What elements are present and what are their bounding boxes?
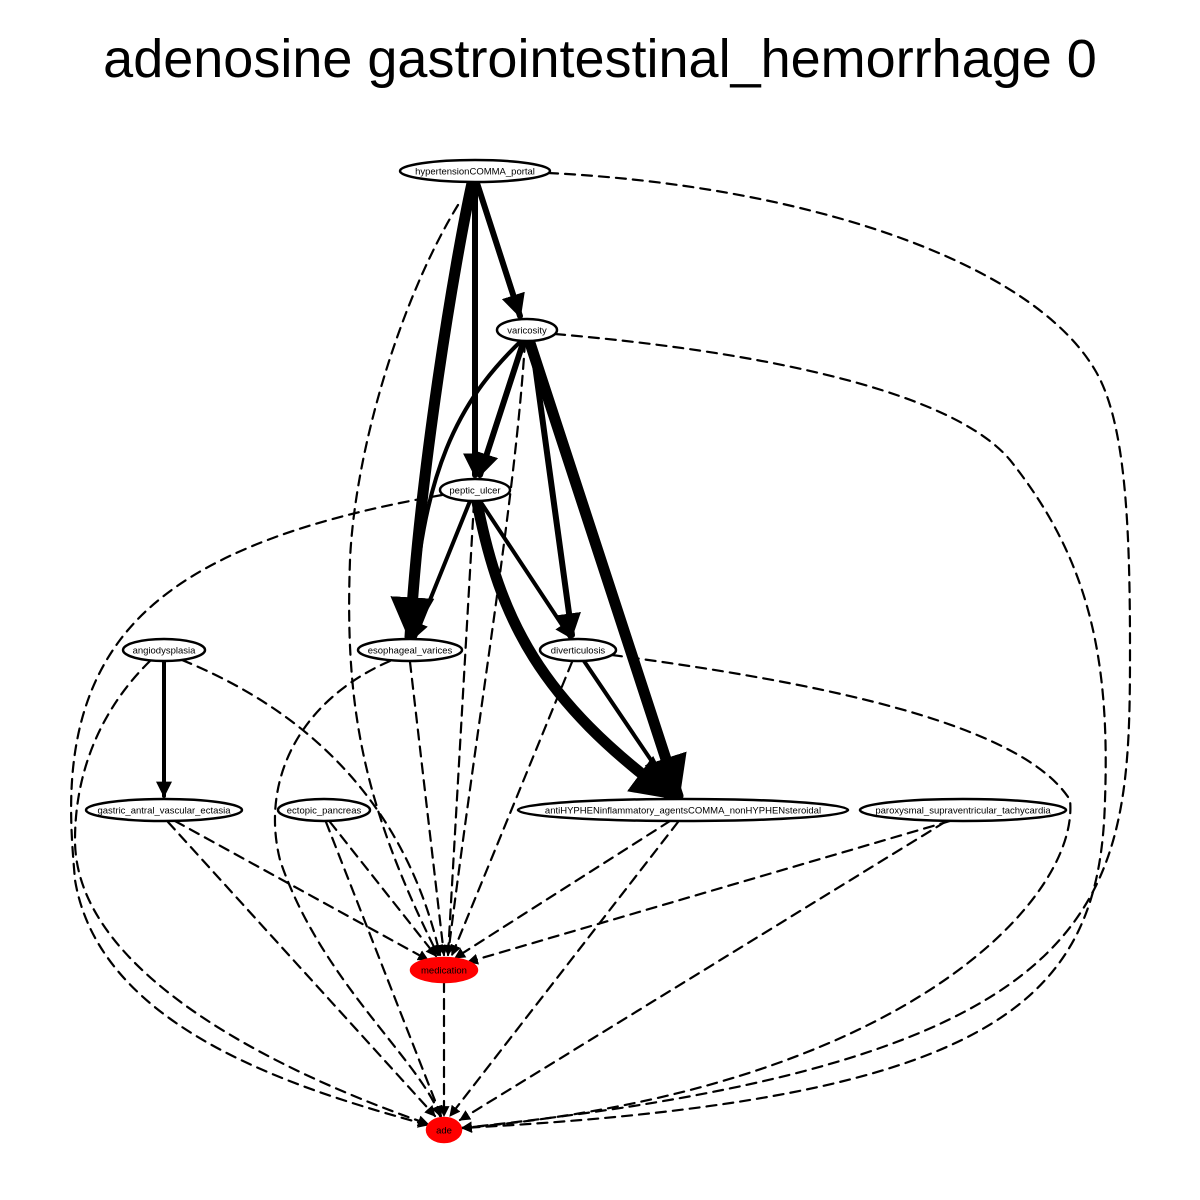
node-shape <box>398 158 552 184</box>
edge-varicosity-to-ade <box>460 332 1107 1133</box>
edge-diverticulosis-to-ade <box>460 653 1072 1133</box>
node-shape <box>858 797 1068 823</box>
edge-gave-to-ade <box>166 820 437 1118</box>
node-nsaid: antiHYPHENinflammatory_agentsCOMMA_nonHY… <box>516 797 850 823</box>
edge-hypertension-to-medication <box>348 203 460 957</box>
edge-varicosity-to-medication <box>443 340 527 957</box>
node-label: ectopic_pancreas <box>287 806 362 817</box>
graph-title: adenosine gastrointestinal_hemorrhage 0 <box>103 29 1097 89</box>
node-label: diverticulosis <box>551 646 606 657</box>
edge-gave-to-medication <box>173 819 430 962</box>
edge-varicosity-to-diverticulosis <box>529 340 581 638</box>
node-angiodysplasia: angiodysplasia <box>121 637 207 663</box>
edge-peptic_ulcer-to-nsaid <box>471 496 678 803</box>
edge-hypertension-to-varicosity <box>474 180 525 319</box>
edge-peptic_ulcer-to-medication <box>443 500 476 957</box>
node-shape <box>438 477 512 503</box>
node-shape <box>516 797 850 823</box>
edge-peptic_ulcer-to-ade <box>70 493 444 1128</box>
edge-psvt-to-medication <box>466 819 952 965</box>
edge-esophageal_varices-to-ade <box>273 659 442 1118</box>
edge-esophageal_varices-to-medication <box>408 660 449 957</box>
node-shape <box>276 797 372 823</box>
node-label: angiodysplasia <box>133 646 197 657</box>
node-shape <box>356 637 464 663</box>
edge-diverticulosis-to-nsaid <box>582 659 678 799</box>
node-label: varicosity <box>507 326 547 337</box>
node-shape <box>425 1116 463 1144</box>
node-layer: hypertensionCOMMA_portal varicosity peptic… <box>84 158 1068 1144</box>
edge-angiodysplasia-to-ade <box>73 659 430 1126</box>
edge-varicosity-to-esophageal_varices <box>404 340 522 639</box>
edge-psvt-to-ade <box>458 820 947 1122</box>
node-esophageal-varices: esophageal_varices <box>356 637 464 663</box>
edge-varicosity-to-peptic_ulcer <box>475 340 526 478</box>
edge-angiodysplasia-to-medication <box>180 658 444 957</box>
edge-varicosity-to-nsaid <box>524 337 687 802</box>
node-label: gastric_antral_vascular_ectasia <box>97 806 231 817</box>
node-shape <box>409 956 479 984</box>
node-peptic-ulcer: peptic_ulcer <box>438 477 512 503</box>
node-label: ade <box>436 1126 452 1137</box>
node-shape <box>495 317 559 343</box>
node-label: antiHYPHENinflammatory_agentsCOMMA_nonHY… <box>545 806 821 817</box>
node-hypertension: hypertensionCOMMA_portal <box>398 158 552 184</box>
edge-nsaid-to-medication <box>453 819 672 960</box>
node-diverticulosis: diverticulosis <box>538 637 618 663</box>
node-label: hypertensionCOMMA_portal <box>415 167 535 178</box>
node-label: medication <box>421 966 467 977</box>
edge-layer <box>70 171 1132 1133</box>
node-label: paroxysmal_supraventricular_tachycardia <box>875 806 1051 817</box>
edge-hypertension-to-ade <box>460 171 1132 1133</box>
node-shape <box>538 637 618 663</box>
edge-peptic_ulcer-to-esophageal_varices <box>412 499 472 639</box>
edge-nsaid-to-ade <box>448 820 680 1118</box>
edge-ectopic_pancreas-to-medication <box>328 820 438 958</box>
edge-diverticulosis-to-medication <box>450 660 574 957</box>
edge-hypertension-to-esophageal_varices <box>390 177 478 643</box>
node-gave: gastric_antral_vascular_ectasia <box>84 797 244 823</box>
node-label: peptic_ulcer <box>449 486 500 497</box>
edge-peptic_ulcer-to-diverticulosis <box>478 499 572 639</box>
edge-ectopic_pancreas-to-ade <box>324 820 443 1118</box>
node-label: esophageal_varices <box>368 646 453 657</box>
node-medication: medication <box>409 956 479 984</box>
node-shape <box>121 637 207 663</box>
node-varicosity: varicosity <box>495 317 559 343</box>
node-ectopic-pancreas: ectopic_pancreas <box>276 797 372 823</box>
node-ade: ade <box>425 1116 463 1144</box>
node-psvt: paroxysmal_supraventricular_tachycardia <box>858 797 1068 823</box>
node-shape <box>84 797 244 823</box>
